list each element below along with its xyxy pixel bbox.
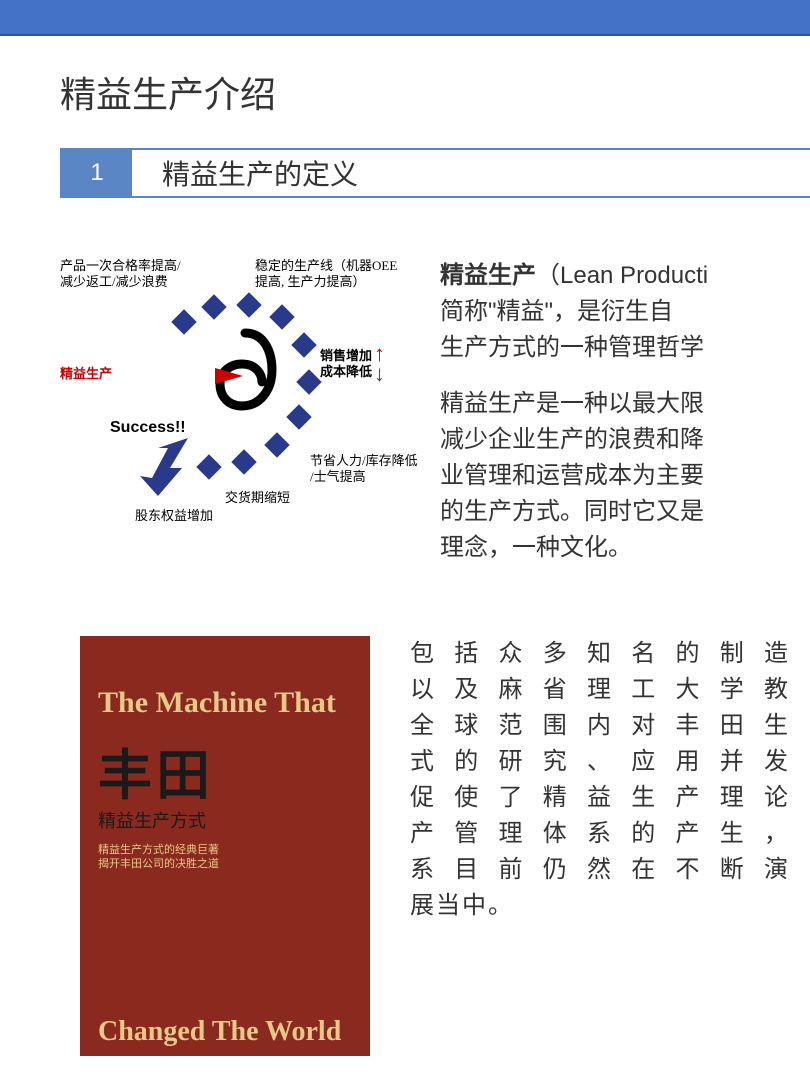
para3-line: 包括众多知名的制造 bbox=[410, 636, 790, 672]
para3-line: 展当中。 bbox=[410, 888, 790, 924]
cycle-node bbox=[296, 369, 321, 394]
diagram-center-label: 精益生产 bbox=[60, 366, 112, 382]
content-area: 产品一次合格率提高/ 减少返工/减少浪费 稳定的生产线（机器OEE 提高, 生产… bbox=[0, 258, 810, 1056]
diagram-label-bottom-left: 股东权益增加 bbox=[135, 508, 213, 524]
book-subtitle-cn: 精益生产方式 bbox=[98, 807, 352, 833]
section-number: 1 bbox=[62, 150, 132, 196]
book-desc-2: 揭开丰田公司的决胜之道 bbox=[98, 857, 352, 871]
para3-line: 产管理体系的产生， bbox=[410, 816, 790, 852]
lean-cycle-diagram: 产品一次合格率提高/ 减少返工/减少浪费 稳定的生产线（机器OEE 提高, 生产… bbox=[60, 258, 400, 538]
section-header: 1 精益生产的定义 bbox=[60, 148, 810, 198]
cycle-node bbox=[291, 332, 316, 357]
cycle-node bbox=[171, 309, 196, 334]
cycle-node bbox=[264, 432, 289, 457]
book-desc-1: 精益生产方式的经典巨著 bbox=[98, 843, 352, 857]
history-text: 包括众多知名的制造 以及麻省理工大学教 全球范围内对丰田生 式的研究、应用并发 … bbox=[410, 636, 790, 924]
para3-line: 系目前仍然在不断演 bbox=[410, 852, 790, 888]
diagram-label-bottom-center: 交货期缩短 bbox=[225, 490, 290, 506]
diagram-label-top-left: 产品一次合格率提高/ 减少返工/减少浪费 bbox=[60, 258, 181, 289]
cycle-node bbox=[231, 449, 256, 474]
para3-line: 促使了精益生产理论 bbox=[410, 780, 790, 816]
row-2: The Machine That 丰田 精益生产方式 精益生产方式的经典巨著 揭… bbox=[60, 636, 810, 1056]
down-arrow-icon: ↓ bbox=[374, 366, 385, 381]
para1-rest: （Lean Producti bbox=[536, 262, 708, 289]
para3-line: 全球范围内对丰田生 bbox=[410, 708, 790, 744]
row-1: 产品一次合格率提高/ 减少返工/减少浪费 稳定的生产线（机器OEE 提高, 生产… bbox=[60, 258, 810, 586]
book-title-en-top: The Machine That bbox=[98, 686, 352, 719]
book-cover: The Machine That 丰田 精益生产方式 精益生产方式的经典巨著 揭… bbox=[80, 636, 370, 1056]
page-title: 精益生产介绍 bbox=[60, 66, 810, 118]
para1-line3: 生产方式的一种管理哲学 bbox=[440, 334, 704, 361]
diagram-label-right: 销售增加 成本降低 bbox=[320, 348, 372, 379]
definition-text: 精益生产（Lean Producti 简称"精益"，是衍生自 生产方式的一种管理… bbox=[440, 258, 810, 586]
up-arrow-icon: ↑ bbox=[374, 346, 385, 361]
diagram-label-bottom-right: 节省人力/库存降低 /士气提高 bbox=[310, 453, 418, 484]
section-title: 精益生产的定义 bbox=[132, 150, 810, 196]
cycle-node bbox=[201, 294, 226, 319]
book-title-cn: 丰田 bbox=[98, 749, 352, 803]
para3-line: 式的研究、应用并发 bbox=[410, 744, 790, 780]
para3-line: 以及麻省理工大学教 bbox=[410, 672, 790, 708]
lean-term: 精益生产 bbox=[440, 262, 536, 289]
success-arrow-icon bbox=[138, 428, 208, 498]
cycle-node bbox=[269, 304, 294, 329]
cycle-node bbox=[286, 404, 311, 429]
book-title-en-bot: Changed The World bbox=[98, 1018, 352, 1046]
para1-line2: 简称"精益"，是衍生自 bbox=[440, 298, 673, 325]
diagram-label-top-right: 稳定的生产线（机器OEE 提高, 生产力提高） bbox=[255, 258, 397, 289]
red-pointer-icon bbox=[215, 368, 243, 384]
header-bar bbox=[0, 0, 810, 36]
para2: 精益生产是一种以最大限 减少企业生产的浪费和降 业管理和运营成本为主要 的生产方… bbox=[440, 386, 810, 566]
cycle-node bbox=[236, 292, 261, 317]
